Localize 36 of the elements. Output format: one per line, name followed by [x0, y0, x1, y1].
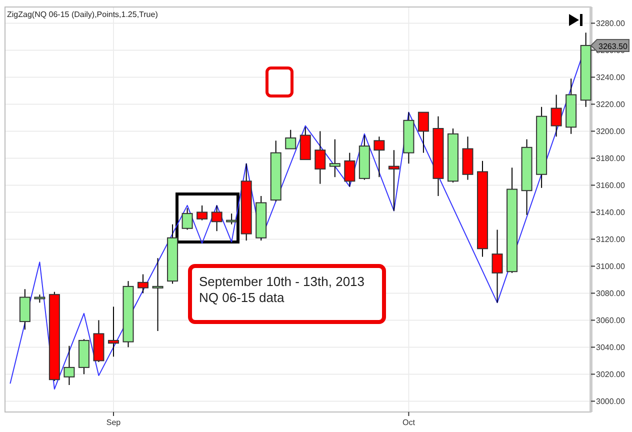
chart-title: ZigZag(NQ 06-15 (Daily),Points,1.25,True): [7, 10, 158, 19]
x-tick-label: Sep: [106, 418, 122, 427]
y-tick-label: 3280.00: [596, 19, 626, 28]
candlestick: [211, 204, 222, 232]
y-tick-label: 3120.00: [596, 235, 626, 244]
candlestick: [492, 229, 503, 304]
y-tick-label: 3160.00: [596, 181, 626, 190]
y-tick-label: 3220.00: [596, 100, 626, 110]
x-tick-label: Oct: [402, 418, 416, 427]
candlestick: [344, 152, 356, 188]
candlestick: [550, 94, 562, 138]
y-tick-label: 3020.00: [596, 370, 626, 380]
y-tick-label: 3140.00: [596, 208, 626, 218]
candlestick: [314, 130, 326, 184]
y-tick-label: 3100.00: [596, 262, 626, 272]
candlestick: [418, 112, 429, 154]
candlestick: [196, 204, 208, 221]
candlestick: [374, 136, 385, 178]
candlestick: [182, 208, 193, 230]
y-tick-label: 3080.00: [596, 289, 626, 298]
y-tick-label: 3040.00: [596, 343, 626, 352]
y-tick-label: 3200.00: [596, 127, 626, 136]
candlestick: [329, 138, 340, 178]
y-tick-label: 3000.00: [596, 397, 626, 406]
candlestick: [138, 274, 149, 294]
candlestick: [226, 213, 238, 225]
candlestick: [285, 129, 296, 150]
annotation: September 10th - 13th, 2013 NQ 06-15 data: [199, 274, 365, 305]
y-tick-label: 3180.00: [596, 154, 626, 164]
candlestick: [64, 345, 75, 386]
y-tick-label: 3240.00: [596, 73, 626, 82]
candlestick: [388, 150, 400, 212]
y-tick-label: 3060.00: [596, 316, 626, 326]
candlestick: [152, 258, 164, 332]
text: 3263.50: [598, 42, 628, 51]
candlestick: [108, 306, 119, 358]
